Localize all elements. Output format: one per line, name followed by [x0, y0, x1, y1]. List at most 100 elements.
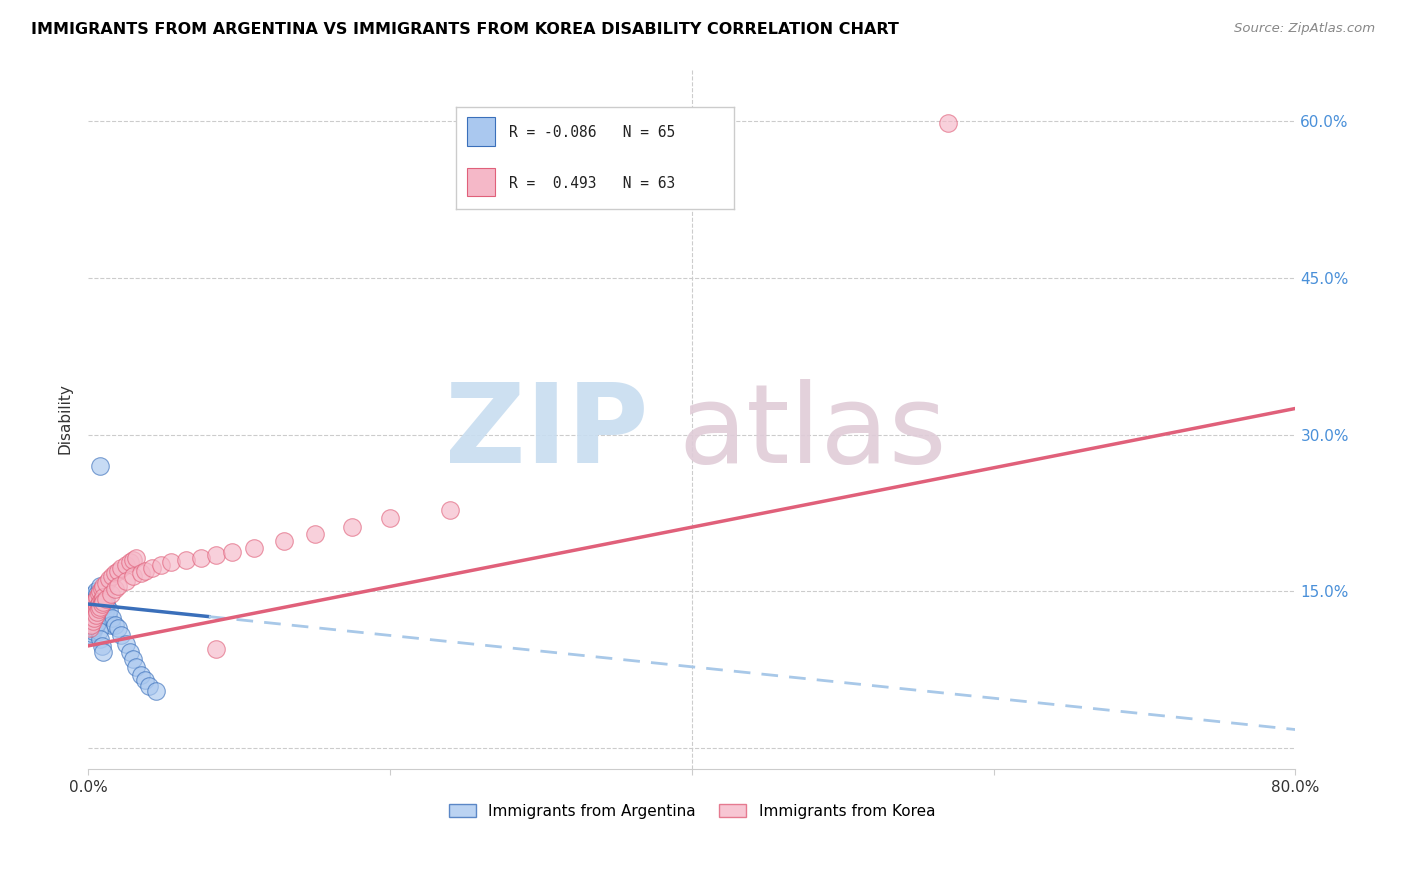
Point — [83, 610, 105, 624]
Point — [83, 595, 105, 609]
Point — [90, 600, 112, 615]
Point — [87, 600, 110, 615]
Point — [938, 116, 960, 130]
Point — [115, 558, 138, 573]
Point — [149, 558, 172, 573]
Point — [89, 458, 111, 473]
Point — [79, 606, 101, 620]
Point — [107, 564, 129, 578]
Point — [83, 610, 105, 624]
Point — [83, 606, 105, 620]
Point — [80, 607, 103, 622]
Point — [91, 595, 114, 609]
Point — [79, 628, 101, 642]
Point — [83, 606, 105, 620]
Point — [378, 511, 401, 525]
Point — [87, 624, 110, 639]
Point — [96, 597, 118, 611]
Point — [91, 600, 114, 615]
Point — [80, 603, 103, 617]
Point — [80, 600, 103, 615]
Point — [273, 534, 295, 549]
Point — [98, 603, 121, 617]
Point — [84, 603, 107, 617]
Point — [86, 606, 108, 620]
Point — [91, 586, 114, 600]
Point — [79, 615, 101, 630]
Point — [97, 607, 120, 622]
Point — [80, 618, 103, 632]
Point — [83, 595, 105, 609]
Point — [79, 621, 101, 635]
Point — [145, 684, 167, 698]
Point — [104, 618, 127, 632]
Point — [205, 642, 228, 657]
Point — [86, 586, 108, 600]
Point — [91, 590, 114, 604]
Point — [174, 553, 197, 567]
Point — [82, 614, 104, 628]
Point — [101, 610, 124, 624]
Point — [86, 615, 108, 630]
Point — [89, 584, 111, 599]
Point — [86, 597, 108, 611]
Point — [86, 600, 108, 615]
Point — [101, 569, 124, 583]
Point — [160, 555, 183, 569]
Point — [87, 586, 110, 600]
Point — [83, 586, 105, 600]
Point — [87, 590, 110, 604]
Text: ZIP: ZIP — [446, 379, 648, 486]
Point — [243, 541, 266, 555]
Point — [82, 597, 104, 611]
Point — [90, 597, 112, 611]
Point — [80, 610, 103, 624]
Point — [80, 618, 103, 632]
Point — [84, 614, 107, 628]
Point — [107, 621, 129, 635]
Point — [120, 645, 142, 659]
Point — [98, 572, 121, 586]
Point — [83, 615, 105, 630]
Point — [82, 614, 104, 628]
Point — [122, 569, 145, 583]
Point — [79, 621, 101, 635]
Text: IMMIGRANTS FROM ARGENTINA VS IMMIGRANTS FROM KOREA DISABILITY CORRELATION CHART: IMMIGRANTS FROM ARGENTINA VS IMMIGRANTS … — [31, 22, 898, 37]
Point — [80, 626, 103, 640]
Point — [82, 597, 104, 611]
Point — [96, 576, 118, 591]
Point — [87, 602, 110, 616]
Point — [125, 660, 148, 674]
Point — [84, 607, 107, 622]
Point — [82, 590, 104, 604]
Point — [115, 637, 138, 651]
Point — [82, 607, 104, 622]
Point — [122, 652, 145, 666]
Point — [134, 673, 156, 688]
Point — [87, 597, 110, 611]
Point — [96, 591, 118, 606]
Point — [100, 586, 122, 600]
Point — [120, 555, 142, 569]
Point — [129, 668, 152, 682]
Point — [304, 527, 326, 541]
Point — [141, 561, 163, 575]
Point — [79, 610, 101, 624]
Text: Source: ZipAtlas.com: Source: ZipAtlas.com — [1234, 22, 1375, 36]
Point — [86, 607, 108, 622]
Point — [90, 639, 112, 653]
Point — [110, 561, 132, 575]
Point — [79, 595, 101, 609]
Point — [90, 586, 112, 600]
Point — [90, 582, 112, 597]
Point — [125, 551, 148, 566]
Point — [100, 618, 122, 632]
Point — [89, 595, 111, 609]
Point — [190, 551, 212, 566]
Point — [138, 679, 160, 693]
Point — [110, 628, 132, 642]
Point — [84, 603, 107, 617]
Point — [89, 632, 111, 646]
Point — [134, 564, 156, 578]
Point — [84, 607, 107, 622]
